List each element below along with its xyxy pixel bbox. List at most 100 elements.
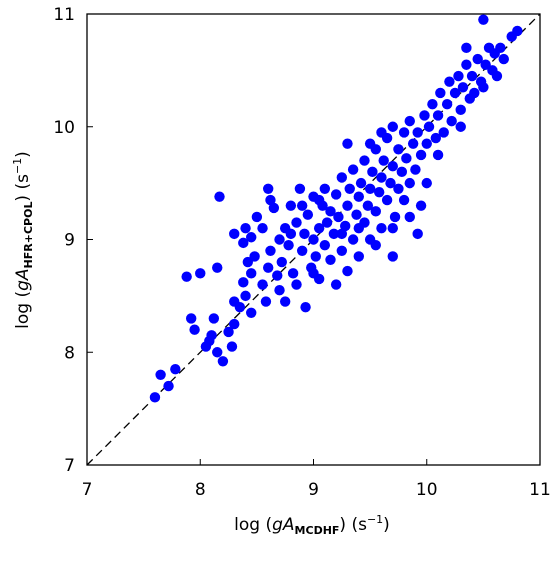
point [195,268,206,279]
y-tick-label: 8 [64,343,75,363]
label-part: HFR+CPOL [22,202,35,269]
label-part: gA [13,268,33,290]
point [351,209,362,220]
point [279,296,291,307]
point [263,262,274,273]
point [189,324,200,335]
label-part: ) [383,515,390,535]
point [430,132,442,144]
point [246,232,257,243]
point [347,164,359,175]
plot-area: 7 8 9 10 11 7 8 9 10 11 [53,5,550,500]
x-axis-label: log (gAMCDHF) (s−1) [234,513,390,537]
y-tick-label: 10 [53,118,75,138]
point [455,104,466,116]
point [336,172,348,183]
point [276,256,287,268]
point [396,166,408,178]
point [268,202,280,214]
label-part: −1 [11,158,24,174]
point [330,189,342,200]
point [283,239,294,251]
point [240,223,251,234]
point [212,347,223,358]
point [185,313,197,324]
point [328,228,340,240]
point [251,211,263,223]
point [491,70,503,82]
point [226,341,238,352]
point [387,161,398,172]
point [387,251,398,262]
point [333,211,344,223]
point [387,121,398,132]
point [404,177,415,189]
point [423,121,435,132]
point [347,234,359,245]
point [149,392,161,403]
point [421,138,432,149]
point [302,209,314,220]
point [444,76,455,87]
point [285,200,297,211]
point [389,211,401,223]
point [435,87,446,99]
point [495,42,506,54]
point [319,239,331,251]
point [181,271,192,282]
point [265,245,276,256]
point [387,223,398,234]
point [217,356,229,367]
point [407,138,419,149]
point [155,369,166,380]
point [340,220,351,232]
point [336,228,348,240]
point [415,200,427,211]
point [260,296,272,307]
point [457,82,469,93]
label-part: gA [272,515,294,535]
point [398,127,410,138]
point [370,206,381,217]
point [246,268,257,279]
point [265,194,276,206]
point [238,237,249,249]
point [512,25,523,37]
point [234,301,246,313]
point [163,380,174,392]
label-part: −1 [367,513,383,526]
label-part: MCDHF [295,524,340,537]
point [404,211,415,223]
point [240,290,251,302]
point [461,42,472,54]
label-part: ) [13,151,33,158]
y-tick-label: 9 [64,231,75,251]
point [478,14,489,25]
point [401,153,412,164]
point [212,262,223,273]
point [376,223,387,234]
point [344,183,355,194]
point [291,217,302,228]
point [466,70,478,82]
point [325,254,336,265]
point [438,127,449,138]
point [223,326,234,338]
point [274,285,285,296]
point [432,110,444,121]
point [308,268,319,279]
point [364,183,376,194]
label-part: ) (s [13,174,33,202]
point [342,138,353,149]
label-part: ) (s [339,515,367,535]
point [378,155,389,166]
point [355,177,367,189]
point [478,82,489,93]
point [415,149,427,161]
y-axis-label: log (gAHFR+CPOL) (s−1) [11,151,35,329]
point [296,200,308,211]
point [393,144,404,155]
point [498,53,509,65]
